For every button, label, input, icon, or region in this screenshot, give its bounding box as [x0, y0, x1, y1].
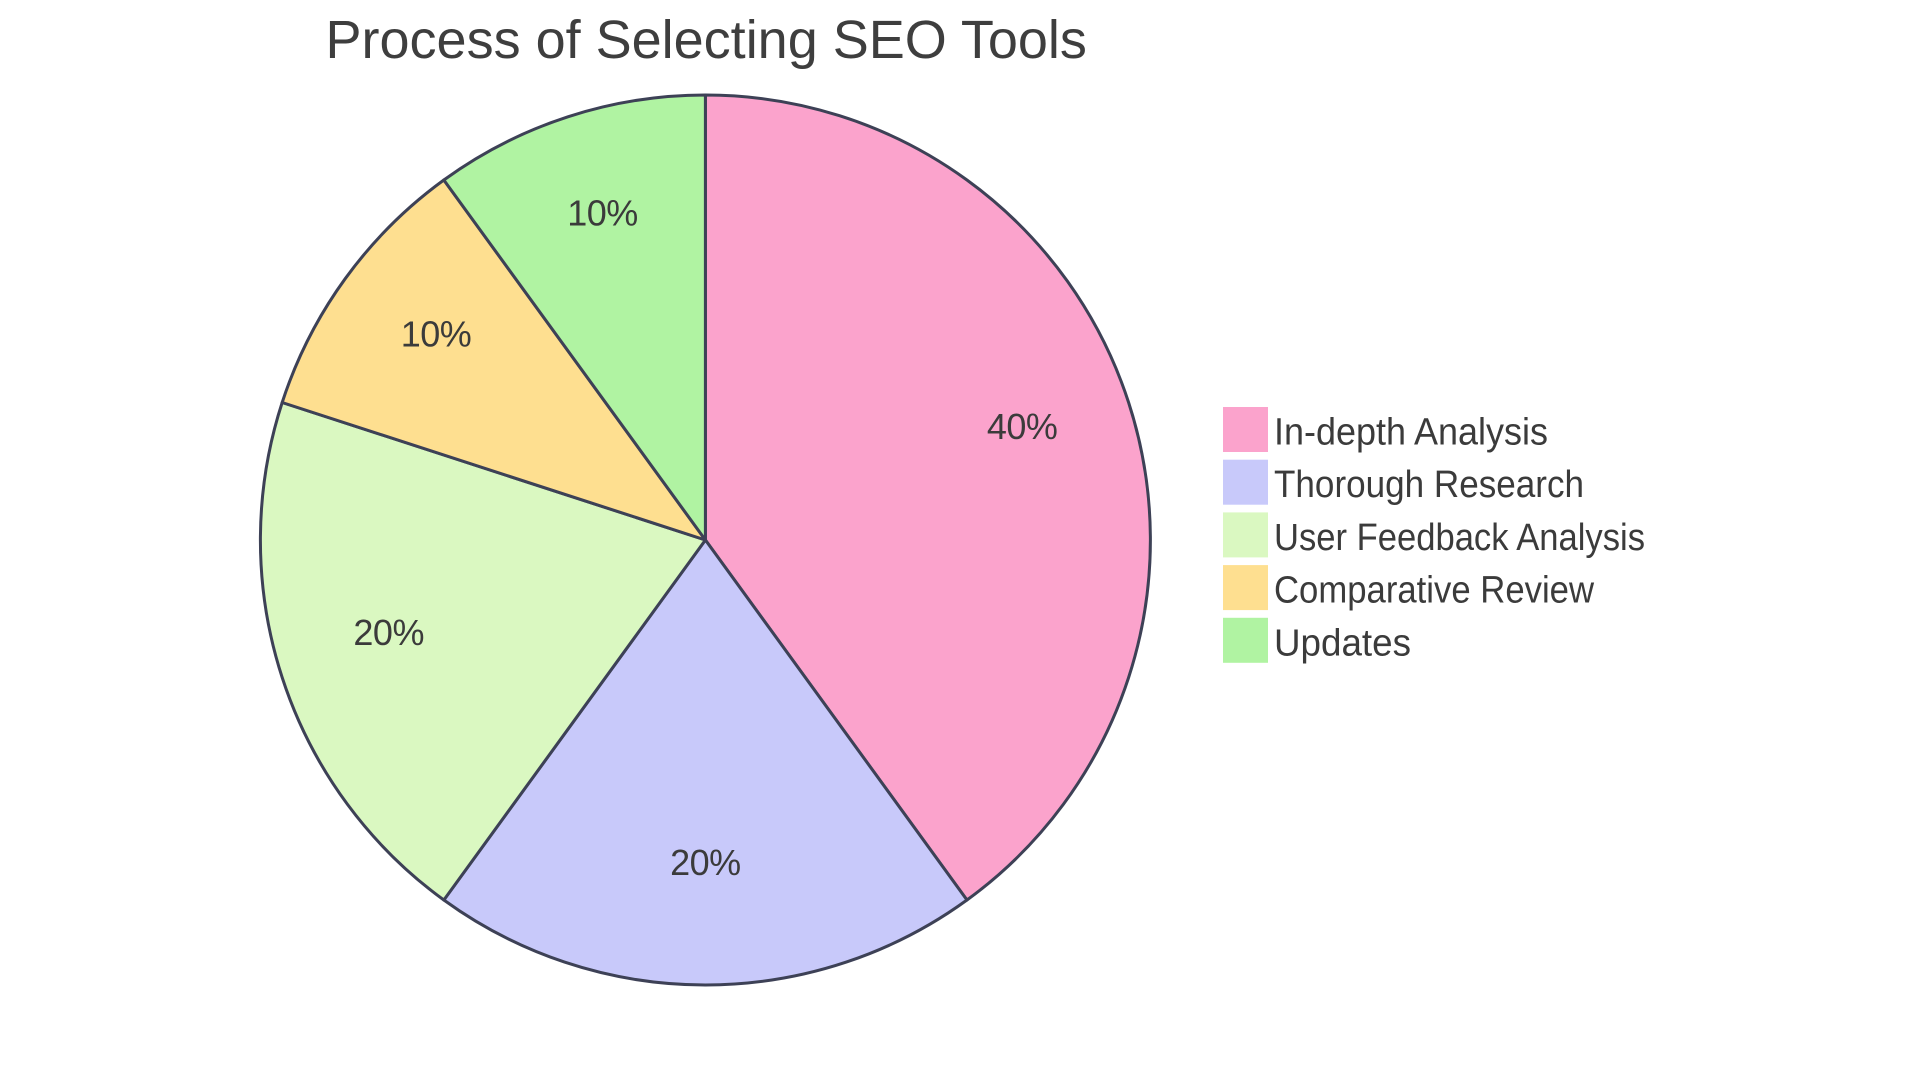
svg-text:Comparative Review: Comparative Review: [1274, 570, 1595, 612]
svg-text:User Feedback Analysis: User Feedback Analysis: [1274, 517, 1645, 559]
svg-text:Process of Selecting SEO Tools: Process of Selecting SEO Tools: [326, 10, 1087, 70]
svg-text:10%: 10%: [401, 313, 472, 354]
svg-text:20%: 20%: [353, 612, 424, 653]
svg-text:20%: 20%: [670, 842, 741, 883]
svg-text:10%: 10%: [567, 192, 638, 233]
svg-text:In-depth Analysis: In-depth Analysis: [1274, 412, 1548, 454]
svg-text:Thorough Research: Thorough Research: [1274, 464, 1584, 506]
svg-text:Updates: Updates: [1274, 622, 1411, 664]
svg-text:40%: 40%: [987, 406, 1058, 447]
